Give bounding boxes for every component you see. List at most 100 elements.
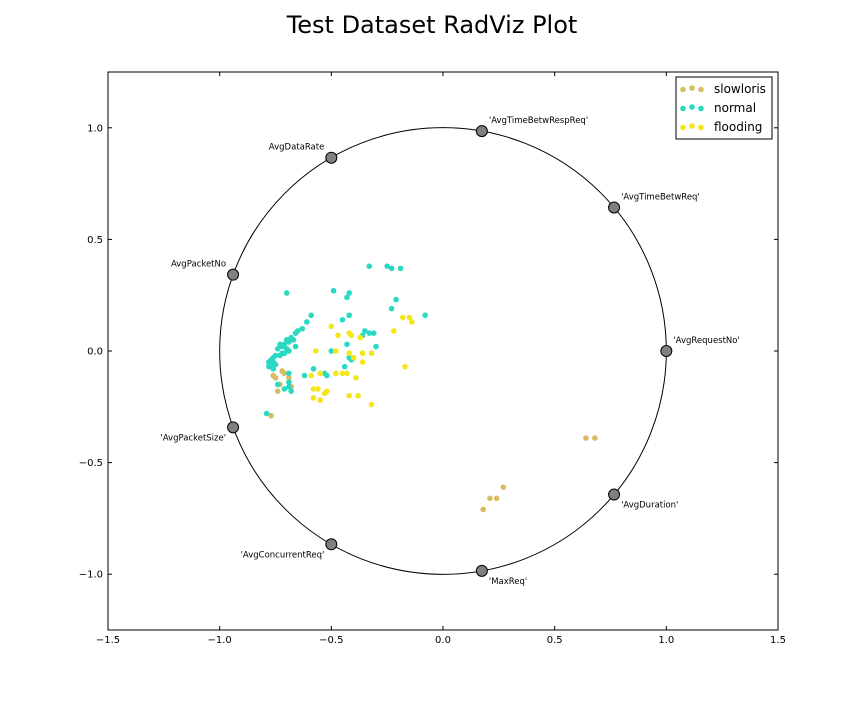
point-flooding bbox=[408, 319, 415, 325]
anchor-point bbox=[660, 345, 673, 357]
point-normal bbox=[283, 290, 290, 296]
x-tick-label: 1.0 bbox=[658, 635, 674, 646]
anchor-label: AvgPacketNo bbox=[171, 260, 226, 270]
point-normal bbox=[286, 370, 292, 377]
y-tick-label: 1.0 bbox=[87, 123, 103, 134]
point-normal bbox=[292, 330, 299, 336]
point-normal bbox=[366, 263, 373, 269]
point-normal bbox=[292, 343, 299, 350]
point-flooding bbox=[310, 386, 317, 392]
point-flooding bbox=[350, 354, 357, 361]
anchor-label: 'AvgDuration' bbox=[621, 501, 678, 511]
data-points bbox=[263, 263, 598, 513]
x-tick-label: 0.5 bbox=[547, 635, 563, 646]
point-normal bbox=[274, 381, 281, 388]
legend-marker-slowloris bbox=[698, 86, 704, 93]
legend-marker-normal bbox=[698, 105, 704, 112]
x-tick-label: −1.5 bbox=[96, 635, 120, 646]
point-normal bbox=[328, 348, 335, 354]
point-normal bbox=[346, 290, 353, 296]
anchor-point bbox=[227, 421, 240, 434]
point-slowloris bbox=[274, 388, 281, 394]
point-normal bbox=[422, 312, 428, 319]
point-flooding bbox=[321, 390, 328, 397]
point-flooding bbox=[333, 348, 339, 354]
point-flooding bbox=[335, 332, 341, 339]
legend-marker-slowloris bbox=[680, 86, 686, 93]
point-normal bbox=[339, 316, 346, 323]
point-normal bbox=[286, 379, 292, 386]
point-normal bbox=[274, 345, 281, 352]
axis-tick-labels: −1.5 −1.0 −0.5 0.0 0.5 1.0 1.5 −1.0 −0.5 0.0 0.5 1.… bbox=[79, 123, 786, 646]
point-normal bbox=[270, 366, 277, 372]
point-normal bbox=[283, 337, 290, 343]
legend: slowloris normal flooding bbox=[675, 76, 773, 140]
point-normal bbox=[288, 388, 294, 394]
y-tick-label: −0.5 bbox=[79, 458, 103, 469]
point-flooding bbox=[357, 334, 364, 341]
point-slowloris bbox=[279, 368, 286, 374]
point-normal bbox=[341, 363, 348, 370]
point-flooding bbox=[346, 392, 353, 399]
point-slowloris bbox=[592, 435, 598, 441]
point-normal bbox=[384, 263, 390, 269]
point-normal bbox=[397, 265, 404, 272]
point-flooding bbox=[308, 372, 315, 379]
point-normal bbox=[310, 366, 317, 372]
point-flooding bbox=[353, 374, 359, 381]
anchor-label: 'AvgPacketSize' bbox=[160, 433, 226, 443]
x-tick-label: −1.0 bbox=[208, 635, 232, 646]
legend-marker-flooding bbox=[689, 123, 695, 129]
x-tick-label: 0.0 bbox=[435, 635, 451, 646]
legend-marker-normal bbox=[689, 104, 695, 110]
point-flooding bbox=[355, 392, 361, 399]
legend-label-slowloris: slowloris bbox=[714, 82, 766, 96]
legend-marker-normal bbox=[680, 105, 686, 112]
point-slowloris bbox=[487, 495, 493, 502]
point-flooding bbox=[315, 386, 321, 392]
point-normal bbox=[301, 372, 308, 379]
point-normal bbox=[388, 265, 395, 272]
point-flooding bbox=[344, 370, 350, 377]
chart-title: Test Dataset RadViz Plot bbox=[286, 11, 578, 39]
point-flooding bbox=[317, 370, 323, 377]
anchor-point bbox=[475, 564, 488, 577]
y-tick-label: 0.0 bbox=[87, 347, 103, 358]
point-normal bbox=[266, 363, 272, 370]
point-flooding bbox=[368, 350, 375, 357]
point-normal bbox=[344, 294, 350, 301]
point-normal bbox=[286, 383, 292, 390]
legend-marker-slowloris bbox=[689, 85, 695, 91]
point-slowloris bbox=[493, 495, 500, 502]
point-normal bbox=[388, 305, 395, 312]
anchor-point bbox=[227, 268, 240, 281]
anchor-point bbox=[608, 201, 621, 214]
point-normal bbox=[324, 372, 330, 379]
point-flooding bbox=[333, 370, 339, 377]
point-flooding bbox=[317, 397, 323, 403]
x-tick-label: 1.5 bbox=[770, 635, 786, 646]
point-slowloris bbox=[480, 506, 487, 513]
legend-marker-flooding bbox=[680, 124, 686, 131]
point-normal bbox=[277, 352, 283, 359]
point-flooding bbox=[368, 401, 375, 408]
anchor-label: 'AvgTimeBetwReq' bbox=[621, 192, 700, 202]
anchor-label: 'MaxReq' bbox=[489, 577, 527, 587]
y-tick-label: −1.0 bbox=[79, 570, 103, 581]
legend-marker-flooding bbox=[698, 124, 704, 131]
point-flooding bbox=[328, 323, 335, 330]
point-normal bbox=[366, 330, 373, 336]
point-normal bbox=[344, 341, 350, 348]
point-slowloris bbox=[286, 374, 292, 381]
point-normal bbox=[299, 325, 306, 332]
point-slowloris bbox=[272, 374, 279, 381]
point-normal bbox=[346, 312, 353, 319]
point-normal bbox=[281, 386, 288, 392]
point-normal bbox=[308, 312, 315, 319]
y-tick-label: 0.5 bbox=[87, 235, 103, 246]
point-flooding bbox=[310, 395, 317, 401]
point-flooding bbox=[359, 350, 366, 357]
anchor-point bbox=[325, 538, 338, 551]
anchor-label: 'AvgConcurrentReq' bbox=[241, 550, 325, 560]
